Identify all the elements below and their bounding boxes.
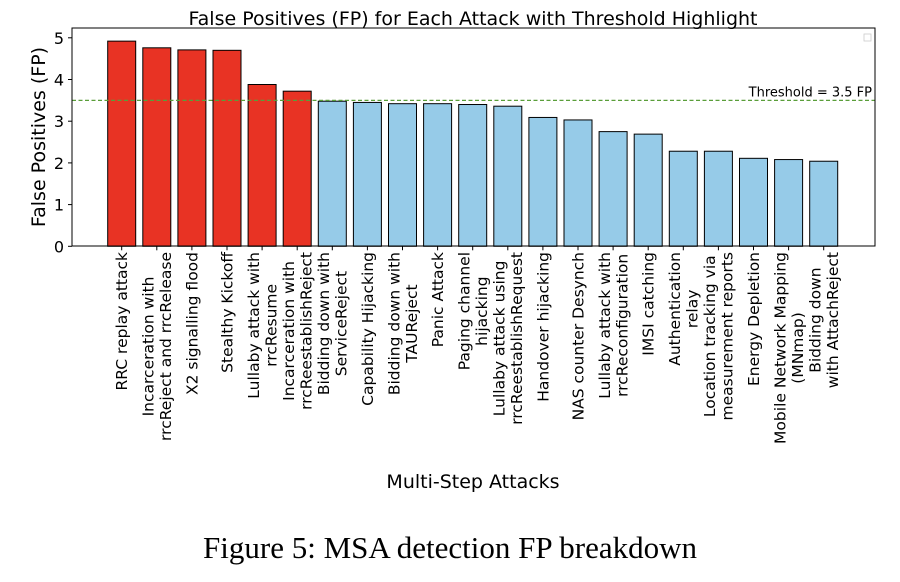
y-tick-label: 4 (54, 71, 64, 90)
chart-title: False Positives (FP) for Each Attack wit… (188, 8, 757, 30)
y-tick-label: 1 (54, 196, 64, 215)
x-tick-label-line: relay (684, 290, 702, 329)
x-tick-label: Location tracking via measurement reports (701, 252, 737, 420)
x-tick-label-line: Panic Attack (429, 252, 447, 347)
x-tick-label-line: Location tracking via (701, 255, 719, 417)
x-tick-label-line: Incarceration with (140, 277, 158, 417)
x-tick-label-line: with AttachReject (824, 252, 842, 388)
x-tick-label-line: Lullaby attack using (491, 261, 509, 417)
x-tick-label: NAS counter Desynch (570, 252, 588, 420)
x-tick-label-line: Lullaby attack with (245, 252, 263, 399)
x-tick-label: Panic Attack (429, 252, 447, 347)
x-tick-label: Incarceration with rrcReestablishReject (280, 252, 316, 410)
bar-13 (563, 119, 593, 247)
bar-1 (142, 47, 172, 247)
x-tick-label-line: rrcResume (262, 284, 280, 367)
bar-8 (388, 103, 417, 247)
bar-19 (774, 159, 804, 247)
threshold-label: Threshold = 3.5 FP (748, 85, 873, 100)
bar-5 (282, 90, 312, 247)
x-tick-label: X2 signalling flood (183, 252, 201, 395)
bar-16 (668, 150, 698, 247)
x-tick-label-line: Bidding down (806, 267, 824, 372)
x-tick-label: Bidding down with ServiceReject (315, 252, 351, 395)
bar-6 (317, 100, 347, 247)
x-tick-label: Bidding down with TAUReject (385, 252, 421, 395)
x-tick-label-line: Capability Hijacking (359, 252, 377, 406)
bar-11 (493, 105, 523, 247)
x-axis-label: Multi-Step Attacks (386, 471, 559, 493)
x-tick-label-line: X2 signalling flood (183, 252, 201, 395)
y-tick-label: 2 (54, 154, 64, 173)
bar-3 (212, 49, 242, 247)
x-tick-label-line: Handover hijacking (534, 252, 552, 402)
empty-legend-box (863, 33, 872, 42)
plot-frame (71, 27, 876, 247)
x-tick-label: Mobile Network Mapping (MNmap) (771, 252, 807, 444)
x-tick-label-line: (MNmap) (789, 312, 807, 384)
x-tick-label-line: rrcReestablishRequest (508, 252, 526, 425)
fp-bar-chart: False Positives (FP) for Each Attack wit… (28, 8, 876, 493)
x-tick-label-line: Incarceration with (280, 261, 298, 401)
bar-0 (107, 40, 137, 247)
x-tick-label-line: ServiceReject (333, 271, 351, 376)
bar-4 (247, 84, 277, 247)
x-tick-label-line: Energy Depletion (745, 252, 763, 386)
x-tick-label-line: TAUReject (403, 284, 421, 363)
x-tick-label: Energy Depletion (745, 252, 763, 386)
x-tick-label-line: Mobile Network Mapping (771, 252, 789, 444)
x-tick-label-line: NAS counter Desynch (570, 252, 588, 420)
x-tick-label: Incarceration with rrcReject and rrcRelea… (140, 252, 176, 441)
y-axis-label: False Positives (FP) (28, 47, 50, 227)
x-tick-label-line: RRC replay attack (113, 252, 131, 391)
bar-20 (809, 160, 839, 247)
x-tick-label: Capability Hijacking (359, 252, 377, 406)
x-tick-label-line: Bidding down with (385, 252, 403, 395)
bar-10 (458, 104, 488, 247)
x-tick-label: Lullaby attack using rrcReestablishReques… (491, 252, 527, 425)
x-tick-label-line: hijacking (473, 276, 491, 345)
x-tick-label: Stealthy Kickoff (219, 252, 237, 373)
bar-14 (598, 131, 628, 247)
x-tick-label-line: rrcReconfiguration (613, 254, 631, 397)
x-tick-label-line: Authentication (666, 252, 684, 366)
bar-18 (739, 157, 768, 247)
bar-2 (177, 49, 207, 247)
x-tick-label: Lullaby attack with rrcResume (245, 252, 281, 399)
x-tick-label-line: Stealthy Kickoff (219, 252, 237, 373)
x-tick-label-line: measurement reports (719, 252, 737, 420)
x-tick-label: IMSI catching (640, 252, 658, 356)
y-tick-label: 5 (54, 29, 64, 48)
x-tick-label: Paging channel hijacking (455, 252, 491, 370)
x-tick-label-line: Lullaby attack with (596, 252, 614, 399)
bar-7 (352, 101, 382, 247)
x-tick-label-line: IMSI catching (640, 252, 658, 356)
y-tick-label: 3 (54, 112, 64, 131)
y-tick-label: 0 (54, 237, 64, 256)
bar-17 (703, 150, 733, 247)
x-tick-label-line: Bidding down with (315, 252, 333, 395)
x-tick-label: Authentication relay (666, 252, 702, 366)
x-tick-label: Lullaby attack with rrcReconfiguration (596, 252, 632, 399)
bar-15 (633, 133, 663, 247)
bar-12 (528, 116, 558, 247)
x-tick-label: RRC replay attack (113, 252, 131, 391)
figure-caption: Figure 5: MSA detection FP breakdown (203, 530, 697, 565)
x-tick-label-line: rrcReestablishReject (297, 252, 315, 410)
x-tick-label: Handover hijacking (534, 252, 552, 402)
x-tick-label-line: rrcReject and rrcRelease (157, 252, 175, 441)
bar-9 (423, 103, 453, 247)
x-tick-label: Bidding down with AttachReject (806, 252, 842, 388)
x-tick-label-line: Paging channel (455, 252, 473, 370)
